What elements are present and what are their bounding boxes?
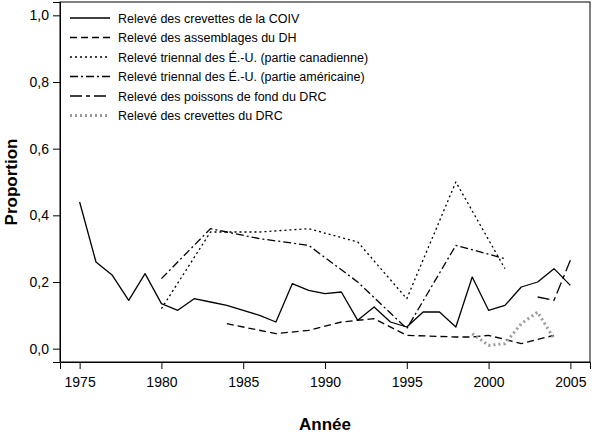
x-tick-label: 1980 bbox=[146, 374, 177, 390]
y-tick-mark bbox=[53, 82, 60, 83]
series-line bbox=[538, 260, 571, 300]
y-tick-mark bbox=[53, 282, 60, 283]
legend-swatch bbox=[70, 76, 110, 77]
y-tick-label: 0,6 bbox=[30, 141, 50, 157]
legend-label: Relevé des assemblages du DH bbox=[118, 31, 297, 45]
x-tick-mark bbox=[161, 362, 162, 369]
x-tick-label: 1975 bbox=[65, 374, 96, 390]
lines bbox=[80, 182, 571, 345]
y-tick-mark bbox=[53, 215, 60, 216]
legend-swatch bbox=[70, 37, 110, 38]
legend-swatch bbox=[70, 95, 110, 96]
series-line bbox=[472, 312, 554, 345]
series-line bbox=[161, 229, 505, 329]
x-tick: 1975 bbox=[65, 362, 96, 390]
legend-label: Relevé des crevettes du DRC bbox=[118, 109, 283, 123]
x-tick-mark bbox=[243, 362, 244, 369]
series-line bbox=[227, 319, 554, 344]
x-tick-label: 1990 bbox=[310, 374, 341, 390]
y-tick-label: 1,0 bbox=[30, 7, 50, 23]
y-tick: 0,0 bbox=[30, 341, 60, 357]
x-tick-mark bbox=[489, 362, 490, 369]
x-tick-mark bbox=[80, 362, 81, 369]
legend: Relevé des crevettes de la COIV Relevé de… bbox=[70, 12, 368, 124]
x-tick-label: 2005 bbox=[555, 374, 586, 390]
x-axis-line bbox=[61, 363, 591, 370]
y-tick-mark bbox=[53, 149, 60, 150]
x-tick-mark bbox=[407, 362, 408, 369]
y-axis-title: Proportion bbox=[2, 139, 21, 226]
legend-label: Relevé des crevettes de la COIV bbox=[118, 12, 300, 26]
plot-frame bbox=[60, 2, 590, 362]
legend-label: Relevé triennal des É.-U. (partie canadi… bbox=[118, 50, 368, 65]
y-tick-label: 0,8 bbox=[30, 74, 50, 90]
y-tick: 0,2 bbox=[30, 274, 60, 290]
legend-swatch bbox=[70, 56, 110, 57]
x-tick-label: 2000 bbox=[474, 374, 505, 390]
x-tick: 1995 bbox=[392, 362, 423, 390]
x-tick-label: 1985 bbox=[228, 374, 259, 390]
y-tick: 0,8 bbox=[30, 74, 60, 90]
series-line bbox=[161, 182, 505, 309]
x-tick-mark bbox=[325, 362, 326, 369]
y-axis: 0,0 0,2 0,4 0,6 0,8 1,0 bbox=[30, 3, 61, 363]
y-tick: 1,0 bbox=[30, 7, 60, 23]
chart: 1975 1980 1985 1990 1995 2000 2005 0,0 0,2 0,4 0,6… bbox=[0, 0, 595, 438]
x-axis: 1975 1980 1985 1990 1995 2000 2005 bbox=[61, 362, 591, 390]
y-tick-label: 0,0 bbox=[30, 341, 50, 357]
y-tick-label: 0,4 bbox=[30, 207, 50, 223]
legend-label: Relevé des poissons de fond du DRC bbox=[118, 90, 326, 104]
y-tick: 0,4 bbox=[30, 207, 60, 223]
y-tick-mark bbox=[53, 15, 60, 16]
legend-swatch bbox=[70, 114, 110, 117]
x-tick: 2000 bbox=[474, 362, 505, 390]
x-axis-title: Année bbox=[299, 415, 351, 434]
y-tick: 0,6 bbox=[30, 141, 60, 157]
x-tick: 1990 bbox=[310, 362, 341, 390]
x-tick: 1980 bbox=[146, 362, 177, 390]
x-tick-label: 1995 bbox=[392, 374, 423, 390]
legend-swatch bbox=[70, 17, 110, 18]
y-tick-mark bbox=[53, 349, 60, 350]
x-tick: 2005 bbox=[555, 362, 586, 390]
y-tick-label: 0,2 bbox=[30, 274, 50, 290]
x-tick-mark bbox=[570, 362, 571, 369]
series-line bbox=[80, 202, 571, 327]
y-axis-line bbox=[53, 3, 61, 363]
x-tick: 1985 bbox=[228, 362, 259, 390]
legend-label: Relevé triennal des É.-U. (partie améric… bbox=[118, 69, 365, 84]
